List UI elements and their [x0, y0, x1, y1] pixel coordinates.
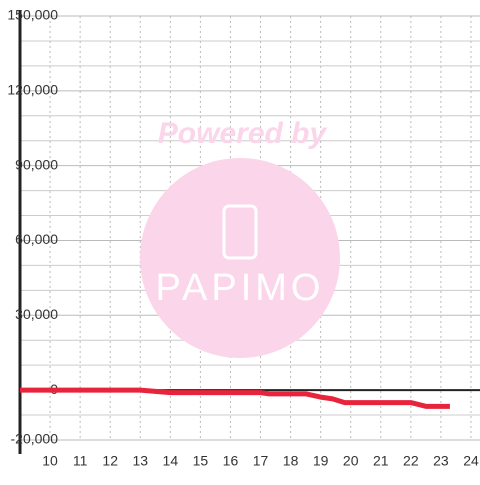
y-tick-label: 90,000 [15, 156, 58, 172]
y-tick-label: 30,000 [15, 306, 58, 322]
x-tick-label: 12 [102, 453, 118, 469]
x-tick-label: 17 [253, 453, 269, 469]
x-tick-label: 16 [223, 453, 239, 469]
watermark-title: Powered by [158, 117, 328, 150]
y-tick-label: 120,000 [7, 82, 58, 98]
watermark: Powered by PAPIMO [140, 117, 340, 358]
x-tick-label: 20 [343, 453, 359, 469]
y-tick-label: 60,000 [15, 231, 58, 247]
x-tick-label: 22 [403, 453, 419, 469]
data-line [20, 387, 450, 409]
x-tick-label: 24 [463, 453, 479, 469]
x-tick-label: 14 [163, 453, 179, 469]
y-tick-label: -20,000 [11, 431, 59, 447]
x-tick-label: 10 [42, 453, 58, 469]
x-tick-label: 21 [373, 453, 389, 469]
x-tick-label: 11 [73, 453, 88, 469]
x-tick-label: 18 [283, 453, 299, 469]
x-tick-label: 23 [433, 453, 449, 469]
watermark-logo: PAPIMO [156, 267, 325, 309]
x-tick-label: 13 [132, 453, 148, 469]
y-tick-label: 150,000 [7, 7, 58, 23]
x-tick-label: 19 [313, 453, 329, 469]
x-tick-label: 15 [193, 453, 209, 469]
